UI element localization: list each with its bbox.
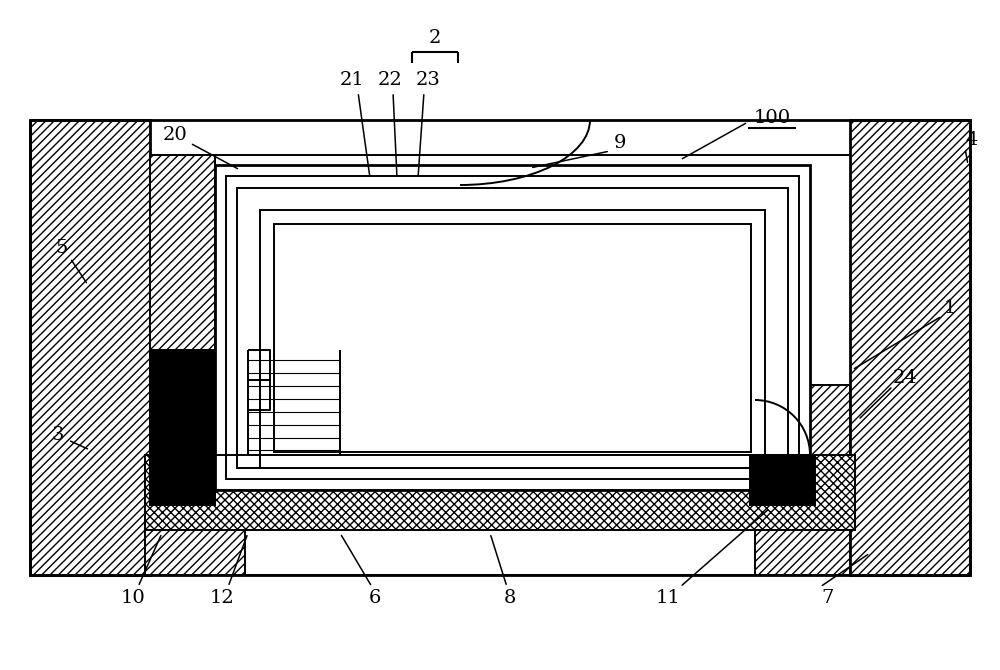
Text: 22: 22: [378, 71, 402, 89]
Text: 5: 5: [56, 239, 68, 257]
Bar: [750, 455, 815, 505]
Bar: [150, 155, 215, 350]
Text: 9: 9: [614, 134, 626, 152]
Bar: [150, 155, 215, 350]
Bar: [850, 120, 970, 575]
Text: 4: 4: [966, 131, 978, 149]
Text: 20: 20: [163, 126, 187, 144]
Bar: [755, 385, 850, 455]
Text: 24: 24: [893, 369, 917, 387]
Bar: [755, 530, 850, 575]
Text: 3: 3: [52, 426, 64, 444]
Text: 6: 6: [369, 589, 381, 607]
Text: 23: 23: [416, 71, 440, 89]
Text: 7: 7: [822, 589, 834, 607]
Bar: [215, 350, 345, 455]
Bar: [150, 350, 215, 505]
Text: 11: 11: [656, 589, 680, 607]
Text: 2: 2: [429, 29, 441, 47]
Bar: [145, 530, 245, 575]
Text: 12: 12: [210, 589, 234, 607]
Text: 100: 100: [753, 109, 791, 127]
Text: 21: 21: [340, 71, 364, 89]
Bar: [260, 210, 765, 468]
Text: 1: 1: [944, 299, 956, 317]
Bar: [215, 165, 810, 490]
Text: 8: 8: [504, 589, 516, 607]
Bar: [145, 455, 855, 530]
Text: 10: 10: [121, 589, 145, 607]
Bar: [274, 224, 751, 452]
Bar: [226, 176, 799, 479]
Bar: [237, 188, 788, 468]
Bar: [30, 120, 150, 575]
Bar: [150, 155, 215, 350]
